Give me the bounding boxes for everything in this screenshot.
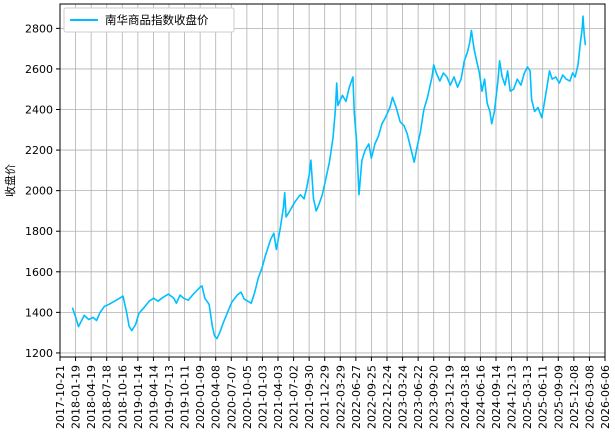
y-tick-label: 1400 [25, 306, 53, 319]
x-tick-label: 2021-12-29 [319, 365, 332, 429]
x-tick-label: 2023-09-20 [428, 365, 441, 429]
y-tick-label: 1200 [25, 347, 53, 360]
x-tick-label: 2020-07-07 [225, 365, 238, 429]
x-tick-label: 2018-07-18 [101, 365, 114, 429]
x-tick-label: 2023-03-24 [397, 365, 410, 429]
x-tick-label: 2021-04-03 [272, 365, 285, 429]
y-axis-ticks: 1200 1400 1600 1800 2000 2200 2400 2600 2800 [25, 22, 60, 360]
x-tick-label: 2022-09-25 [365, 365, 378, 429]
x-tick-label: 2026-06-06 [599, 365, 612, 429]
x-tick-label: 2022-06-27 [350, 365, 363, 429]
x-tick-label: 2024-06-16 [474, 365, 487, 429]
y-tick-label: 2600 [25, 63, 53, 76]
x-tick-label: 2018-04-19 [85, 365, 98, 429]
x-tick-label: 2021-09-30 [303, 365, 316, 429]
x-tick-label: 2019-01-14 [132, 365, 145, 429]
x-tick-label: 2020-04-08 [210, 365, 223, 429]
grid [59, 4, 606, 357]
y-tick-label: 1600 [25, 266, 53, 279]
x-tick-label: 2020-01-09 [194, 365, 207, 429]
x-tick-label: 2026-03-08 [583, 365, 596, 429]
x-tick-label: 2022-03-29 [334, 365, 347, 429]
plot-series [71, 15, 587, 340]
x-tick-label: 2020-10-05 [241, 365, 254, 429]
x-tick-label: 2024-09-14 [490, 365, 503, 429]
legend-box [63, 7, 235, 33]
x-tick-label: 2025-12-08 [568, 365, 581, 429]
legend: 南华商品指数收盘价 [63, 7, 235, 33]
x-tick-label: 2025-03-13 [521, 365, 534, 429]
x-tick-label: 2021-07-02 [288, 365, 301, 429]
x-tick-label: 2018-10-16 [116, 365, 129, 429]
x-axis-ticks: 2017-10-21 2018-01-19 2018-04-19 2018-07-18… [54, 357, 612, 429]
x-tick-label: 2018-01-19 [70, 365, 83, 429]
x-tick-label: 2021-01-03 [256, 365, 269, 429]
x-tick-label: 2022-12-24 [381, 365, 394, 429]
legend-label: 南华商品指数收盘价 [105, 13, 209, 27]
x-tick-label: 2025-06-11 [537, 365, 550, 429]
x-tick-label: 2023-12-19 [443, 365, 456, 429]
x-tick-label: 2024-03-18 [459, 365, 472, 429]
series-line-0 [71, 15, 587, 340]
plot-frame [59, 3, 606, 358]
x-tick-label: 2025-09-09 [552, 365, 565, 429]
y-tick-label: 1800 [25, 225, 53, 238]
x-tick-label: 2023-06-22 [412, 365, 425, 429]
x-tick-label: 2019-04-14 [147, 365, 160, 429]
x-tick-label: 2019-07-13 [163, 365, 176, 429]
y-tick-label: 2800 [25, 22, 53, 35]
x-tick-label: 2024-12-13 [506, 365, 519, 429]
y-tick-label: 2200 [25, 144, 53, 157]
y-tick-label: 2400 [25, 103, 53, 116]
y-tick-label: 2000 [25, 185, 53, 198]
x-tick-label: 2017-10-21 [54, 365, 67, 429]
y-axis-label: 收盘价 [3, 164, 17, 197]
x-tick-label: 2019-10-11 [179, 365, 192, 429]
